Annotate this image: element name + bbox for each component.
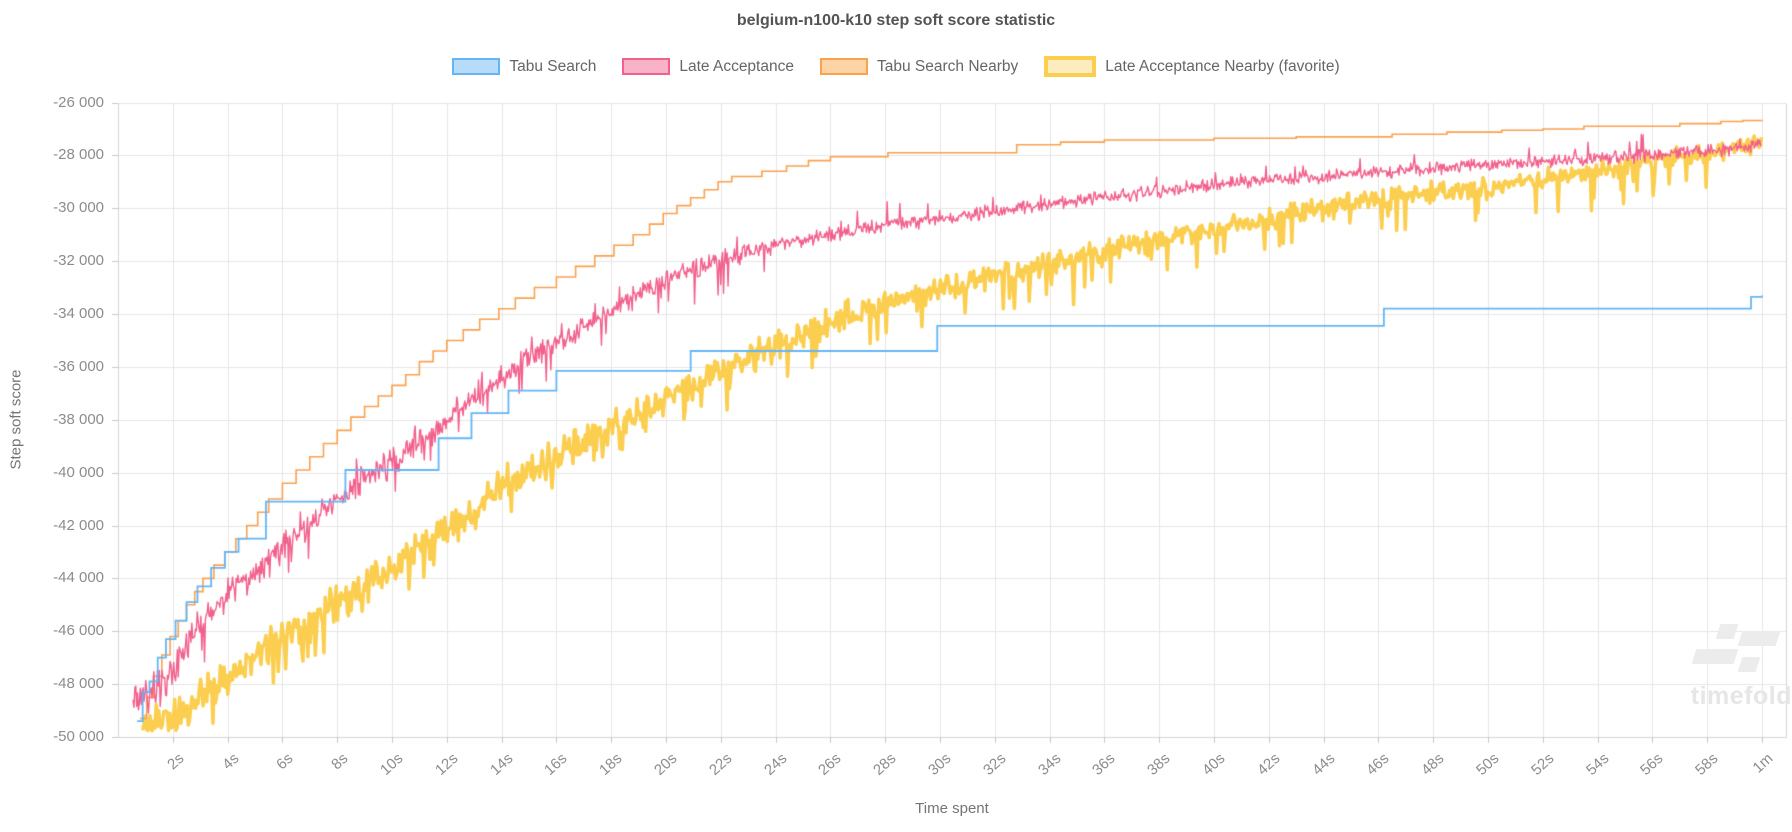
- y-tick-label: -50 000: [53, 728, 104, 745]
- y-tick-label: -40 000: [53, 463, 104, 481]
- y-tick-label: -30 000: [53, 199, 104, 217]
- watermark-text: timefold: [1690, 682, 1792, 710]
- y-tick-label: -26 000: [53, 93, 104, 111]
- timefold-logo-block: [1737, 657, 1761, 672]
- y-tick-label: -36 000: [53, 357, 104, 375]
- y-tick-label: -34 000: [53, 305, 104, 322]
- y-tick-label: -46 000: [53, 622, 104, 640]
- y-axis-title: Step soft score: [7, 369, 25, 470]
- y-tick-label: -42 000: [53, 516, 104, 534]
- timefold-logo-block: [1737, 631, 1781, 646]
- y-tick-label: -48 000: [53, 675, 104, 693]
- y-tick-label: -44 000: [53, 569, 104, 587]
- timefold-logo-block: [1691, 649, 1739, 664]
- x-axis-title: Time spent: [915, 800, 989, 817]
- y-tick-label: -32 000: [53, 252, 104, 270]
- timefold-logo-icon: [1688, 624, 1784, 678]
- timefold-logo-block: [1715, 624, 1739, 639]
- watermark: timefold: [1666, 624, 1792, 720]
- y-tick-label: -38 000: [53, 410, 104, 428]
- y-tick-label: -28 000: [53, 146, 104, 164]
